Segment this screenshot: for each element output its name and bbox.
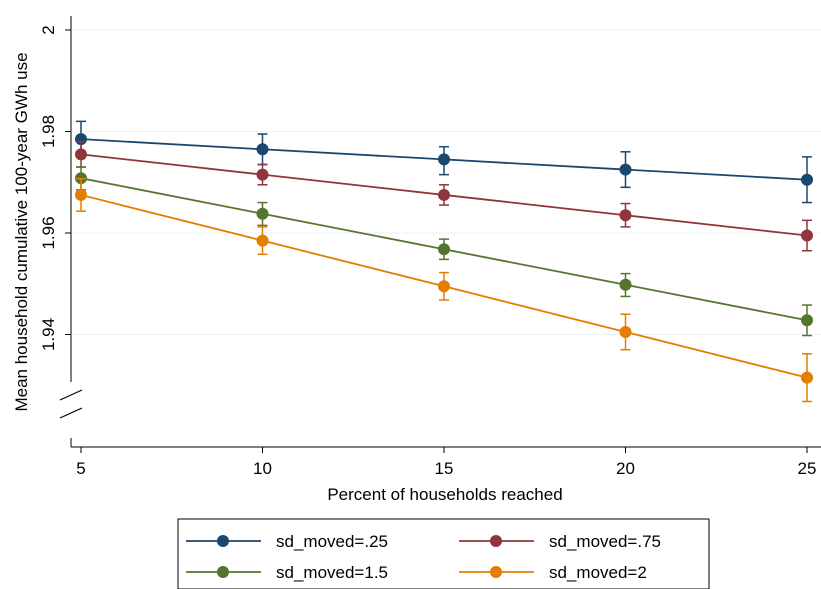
series-3: [75, 177, 813, 403]
legend-marker: [490, 535, 502, 547]
data-point: [619, 278, 632, 291]
legend-item: sd_moved=.75: [459, 532, 661, 551]
data-point: [256, 234, 269, 247]
data-point: [256, 207, 269, 220]
series-0: [75, 120, 813, 204]
x-tick-label: 20: [616, 459, 635, 478]
data-point: [438, 280, 450, 293]
data-point: [438, 153, 450, 166]
data-point: [256, 143, 269, 156]
legend-marker: [490, 566, 502, 578]
x-tick-label: 25: [798, 459, 817, 478]
legend-label: sd_moved=.25: [276, 532, 388, 551]
x-tick-label: 10: [253, 459, 272, 478]
axes: [59, 16, 821, 448]
data-point: [801, 173, 813, 186]
legend-item: sd_moved=2: [459, 563, 647, 582]
data-point: [438, 188, 450, 201]
legend-label: sd_moved=1.5: [276, 563, 388, 582]
data-point: [438, 243, 450, 256]
data-point: [619, 325, 632, 338]
legend: sd_moved=.25 sd_moved=.75 sd_moved=1.5 sd_m…: [177, 518, 710, 589]
y-tick-label: 1.96: [39, 216, 58, 249]
legend-marker: [217, 535, 229, 547]
series-2: [75, 166, 813, 337]
data-point: [75, 188, 87, 201]
series-layer: [75, 120, 813, 403]
data-point: [619, 163, 632, 176]
x-tick-label: 15: [435, 459, 454, 478]
axis-break-mark: [59, 389, 83, 419]
x-tick-label: 5: [76, 459, 85, 478]
data-point: [801, 314, 813, 327]
data-point: [801, 371, 813, 384]
data-point: [75, 148, 87, 161]
y-axis-title: Mean household cumulative 100-year GWh u…: [12, 52, 31, 411]
y-tick-label: 1.94: [39, 318, 58, 351]
legend-item: sd_moved=.25: [186, 532, 388, 551]
legend-label: sd_moved=2: [549, 563, 647, 582]
data-point: [619, 209, 632, 222]
data-point: [256, 168, 269, 181]
legend-box: [177, 518, 710, 589]
legend-label: sd_moved=.75: [549, 532, 661, 551]
gridlines: [72, 29, 821, 335]
y-tick-label: 2: [39, 25, 58, 34]
y-tick-label: 1.98: [39, 115, 58, 148]
y-ticks: 1.94 1.96 1.98 2: [39, 25, 71, 351]
legend-marker: [217, 566, 229, 578]
x-axis-title: Percent of households reached: [327, 485, 562, 504]
data-point: [801, 229, 813, 242]
series-1: [75, 140, 813, 252]
legend-item: sd_moved=1.5: [186, 563, 388, 582]
x-ticks: 5 10 15 20 25: [76, 447, 816, 478]
